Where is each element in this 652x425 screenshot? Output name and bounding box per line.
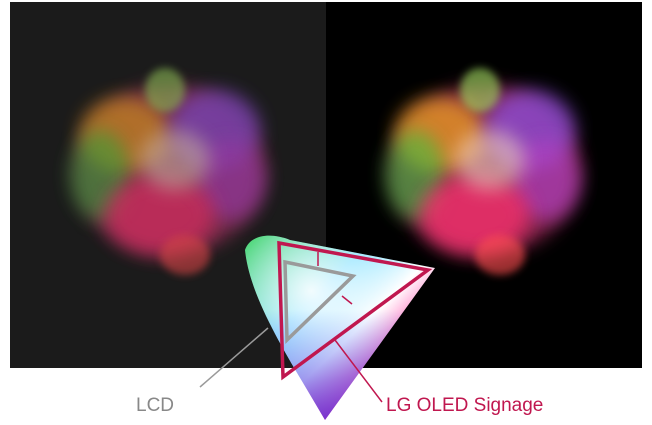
lcd-label: LCD	[136, 395, 174, 416]
oled-leader	[334, 339, 383, 403]
oled-triangle	[277, 240, 433, 381]
lcd-leader	[199, 327, 269, 388]
oled-label: LG OLED Signage	[386, 395, 543, 416]
lcd-triangle	[283, 259, 357, 345]
arrow	[341, 295, 353, 305]
